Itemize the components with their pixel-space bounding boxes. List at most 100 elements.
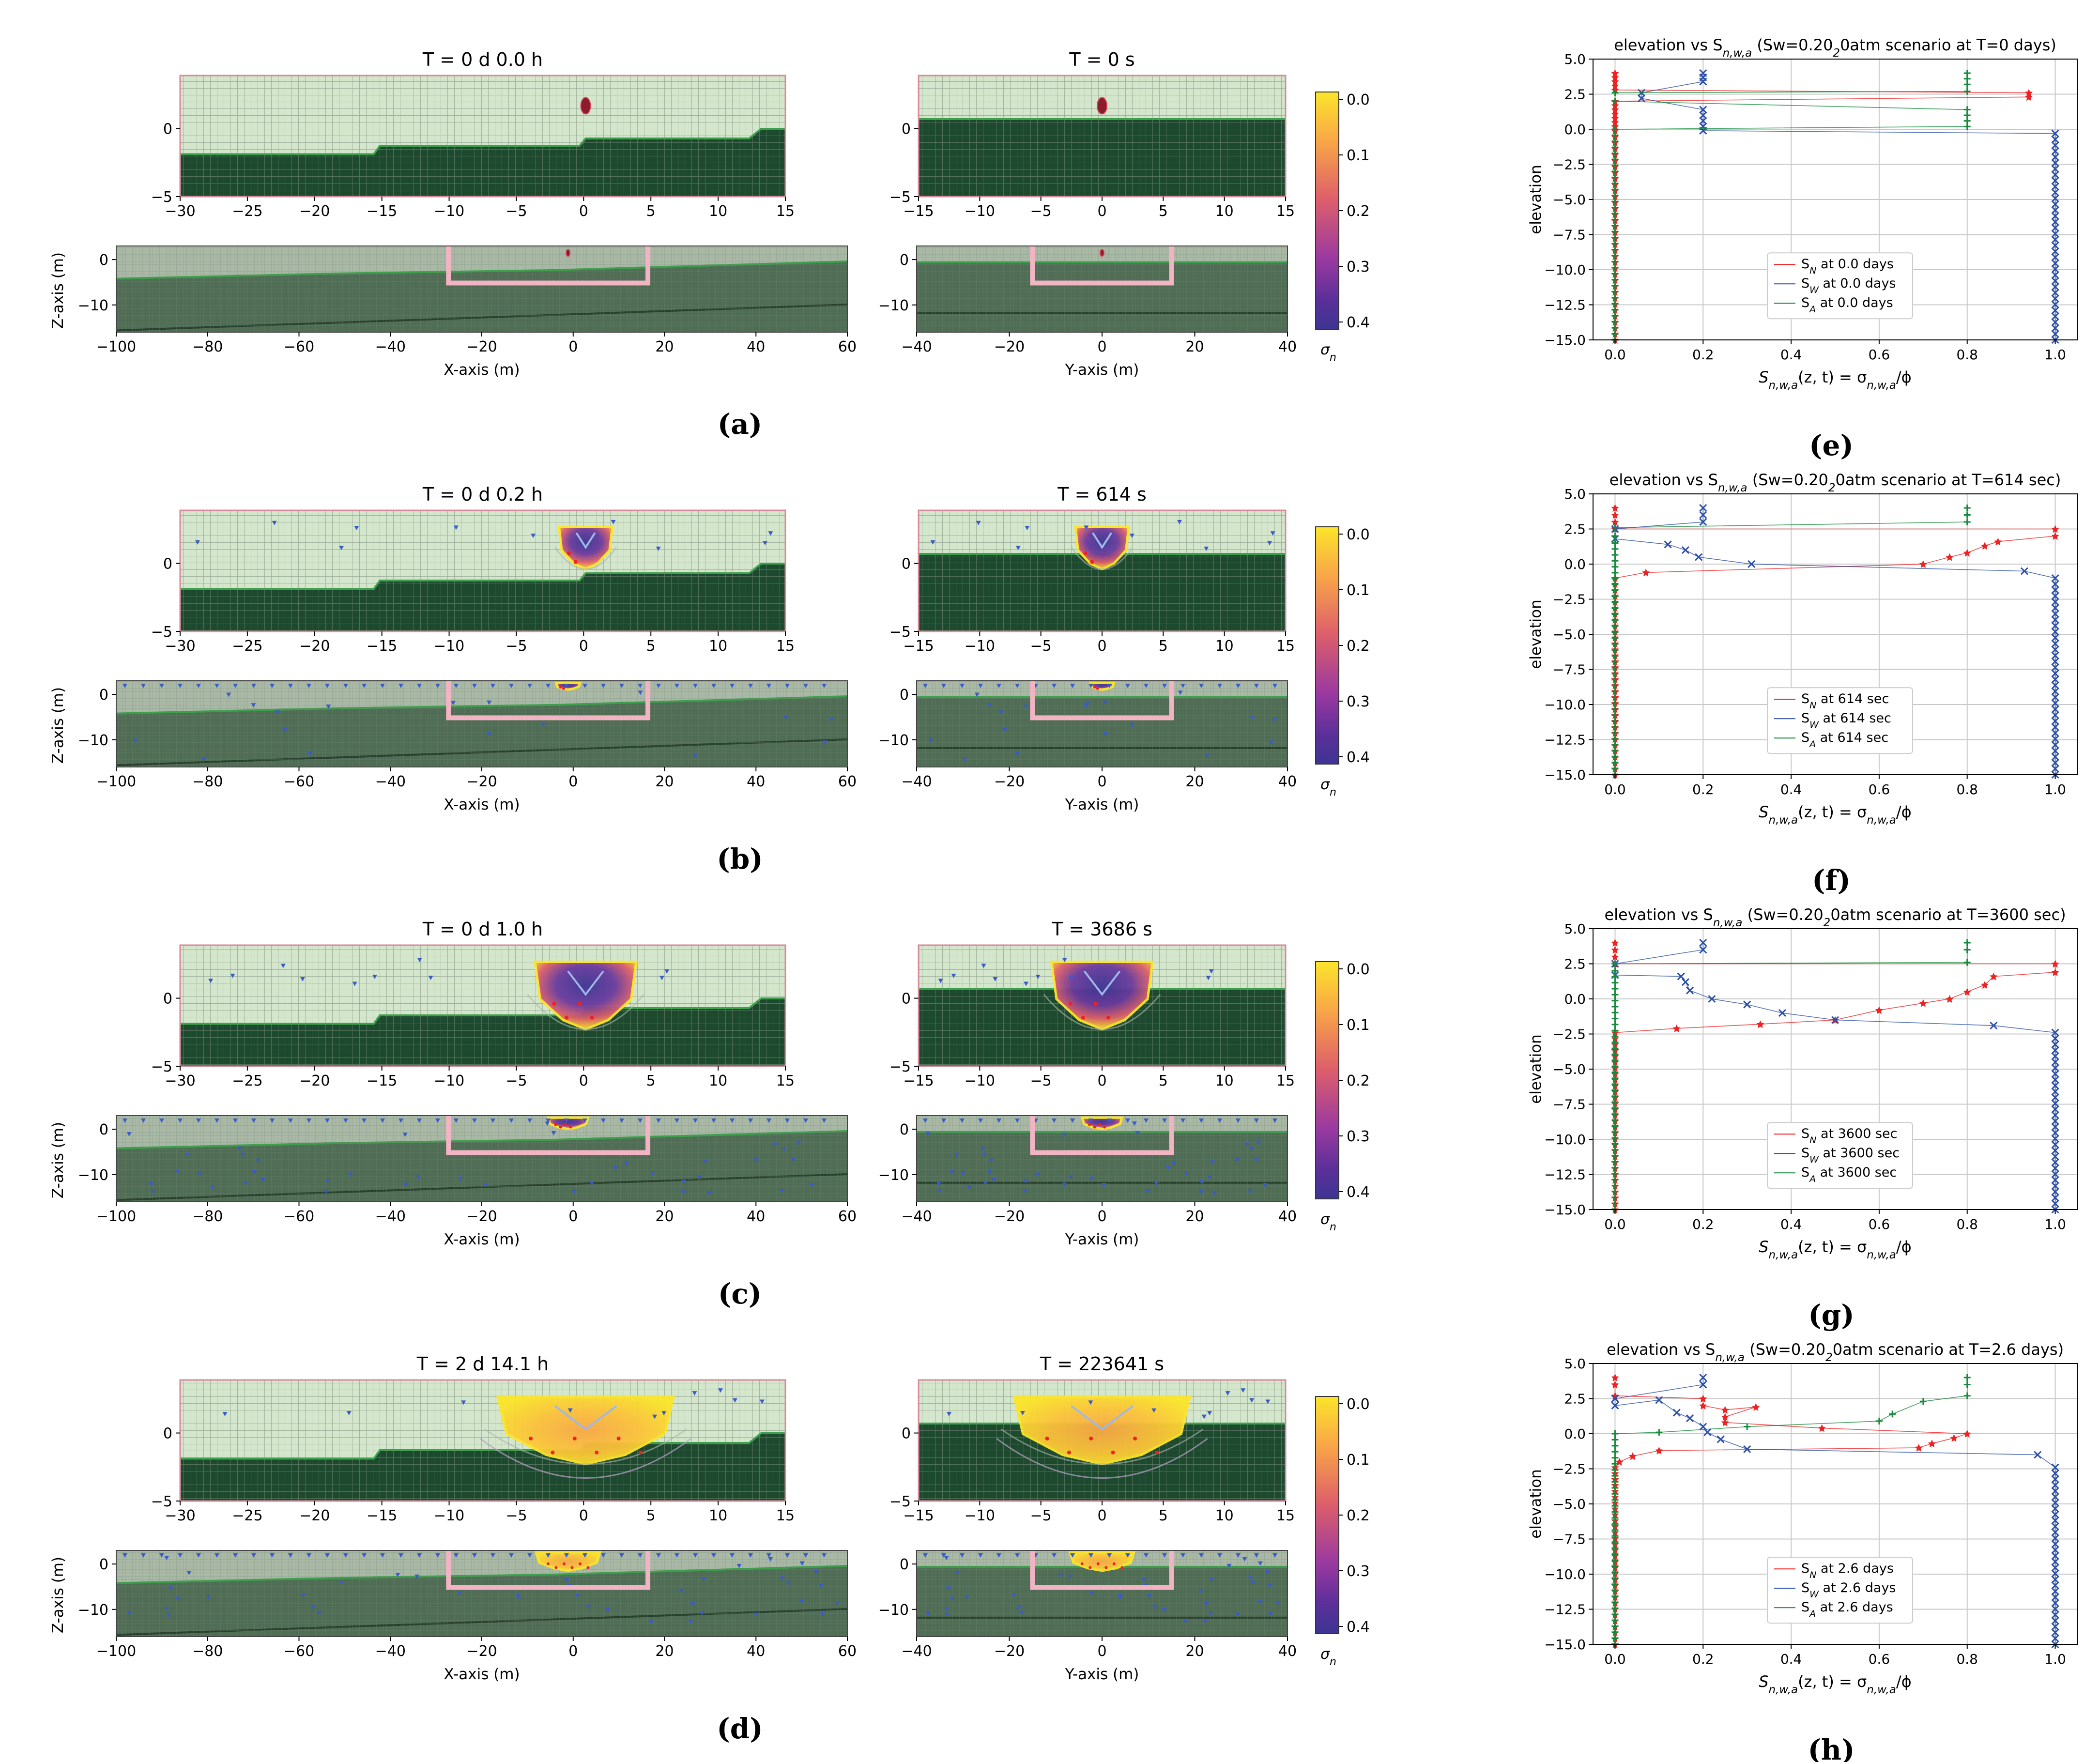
- sa-marker: [1963, 519, 1971, 525]
- z-tick-label: 0: [900, 252, 909, 269]
- sw-marker: [2051, 1152, 2059, 1161]
- surface-marker: [1052, 1118, 1057, 1123]
- tracer-marker: [1199, 1190, 1204, 1195]
- sa-marker: [1611, 1051, 1619, 1058]
- sw-marker: [2051, 289, 2059, 297]
- surface-marker: [472, 684, 477, 688]
- sw-marker: [2051, 129, 2059, 138]
- surface-marker: [656, 684, 661, 688]
- profile-y-tick-label: −2.5: [1553, 157, 1586, 173]
- tracer-marker: [416, 1175, 421, 1180]
- particle-marker: [1088, 1566, 1092, 1569]
- sn-marker: [1990, 972, 1998, 981]
- colorbar: [1315, 1396, 1339, 1634]
- z-tick-label: 0: [99, 252, 108, 269]
- tracer-marker: [487, 732, 492, 737]
- colorbar-tick-label: 0.0: [1347, 961, 1370, 978]
- sn-marker: [1721, 1418, 1729, 1426]
- sa-marker: [1611, 180, 1619, 187]
- profile-title: elevation vs Sn,w,a (Sw=0.2020atm scenar…: [1614, 36, 2056, 60]
- xz-full-tick-label: 0: [568, 773, 578, 790]
- sw-marker: [2051, 1129, 2059, 1137]
- sa-marker: [1611, 168, 1619, 175]
- tracer-marker: [809, 1183, 814, 1188]
- xz-full-tick-label: 20: [655, 338, 674, 355]
- sa-marker: [1611, 563, 1619, 570]
- sn-marker: [1699, 1394, 1707, 1403]
- sw-marker: [2051, 1575, 2059, 1584]
- surface-marker: [417, 684, 422, 688]
- profile-y-tick-label: −10.0: [1544, 697, 1586, 713]
- sa-marker: [1963, 1381, 1971, 1388]
- sw-marker: [2034, 1451, 2042, 1459]
- surface-marker: [711, 1553, 716, 1558]
- tracer-marker: [753, 1612, 759, 1617]
- outer-contour: [554, 547, 617, 570]
- yz-zoom-tick-label: 0: [1097, 203, 1106, 220]
- sa-marker: [1611, 694, 1619, 701]
- tracer-marker: [300, 977, 305, 981]
- sa-marker: [1655, 1429, 1663, 1436]
- xzZoom-panel: [179, 944, 786, 1067]
- sw-marker: [2051, 645, 2059, 654]
- sw-marker: [1743, 1000, 1751, 1009]
- tracer-marker: [417, 958, 422, 963]
- surface-marker: [1217, 1118, 1222, 1123]
- surface-marker: [766, 1118, 771, 1123]
- z-tick-label: 0: [163, 556, 172, 573]
- colorbar-tick-label: 0.4: [1347, 314, 1370, 331]
- surface-marker: [325, 684, 330, 688]
- tracer-marker: [186, 1570, 192, 1575]
- profile-x-tick-label: 0.4: [1780, 1651, 1802, 1667]
- yzFull-panel: [916, 1115, 1288, 1202]
- surface-marker: [996, 684, 1001, 688]
- tracer-marker: [937, 1189, 942, 1194]
- tracer-marker: [989, 1158, 994, 1163]
- particle-marker: [1067, 1450, 1071, 1455]
- sa-marker: [1611, 1610, 1619, 1618]
- sw-marker: [2051, 1493, 2059, 1501]
- surface-marker: [1236, 1553, 1241, 1558]
- tracer-marker: [785, 1580, 791, 1585]
- sw-marker: [2051, 592, 2059, 600]
- surface-marker: [1015, 1118, 1020, 1123]
- sw-marker: [2051, 753, 2059, 761]
- surface-marker: [1272, 1118, 1277, 1123]
- sa-marker: [1611, 593, 1619, 600]
- sa-marker: [1744, 1423, 1751, 1430]
- xz-zoom-tick-label: 5: [646, 638, 656, 655]
- sw-marker: [2051, 1475, 2059, 1484]
- panel-frame: [179, 509, 786, 632]
- surface-marker: [1107, 684, 1112, 688]
- tracer-marker: [352, 981, 357, 986]
- tracer-marker: [208, 979, 214, 983]
- surface-marker: [380, 1553, 385, 1558]
- panel-letter: (d): [717, 1712, 763, 1745]
- colorbar-tick-label: 0.1: [1347, 582, 1370, 599]
- profile-title: elevation vs Sn,w,a (Sw=0.2020atm scenar…: [1607, 1340, 2064, 1364]
- sw-marker: [2051, 1199, 2059, 1208]
- yz-zoom-tick-label: −10: [965, 638, 995, 655]
- yz-panel-title: T = 223641 s: [1040, 1353, 1164, 1375]
- xz-panel-title: T = 2 d 14.1 h: [416, 1353, 549, 1375]
- panel-letter: (e): [1809, 429, 1854, 462]
- tracer-marker: [759, 1399, 765, 1404]
- sa-marker: [1611, 1009, 1619, 1016]
- sw-marker: [1699, 938, 1707, 947]
- tracer-marker: [820, 1612, 825, 1617]
- sa-marker: [1963, 1392, 1971, 1399]
- sw-marker: [2051, 1088, 2059, 1096]
- z-axis-label: Z-axis (m): [49, 687, 67, 764]
- sw-marker: [2051, 1082, 2059, 1090]
- sa-marker: [1611, 1580, 1619, 1588]
- xzZoom-panel: [179, 75, 786, 198]
- tracer-marker: [372, 974, 377, 979]
- z-tick-label: −5: [889, 624, 911, 641]
- sa-marker: [1611, 747, 1619, 754]
- tracer-marker: [240, 1152, 245, 1157]
- surface-marker: [822, 684, 827, 688]
- colorbar-tick-label: 0.4: [1347, 1184, 1370, 1201]
- sn-marker: [1875, 1006, 1883, 1014]
- z-tick-label: −10: [878, 297, 909, 314]
- surface-marker: [325, 1553, 330, 1558]
